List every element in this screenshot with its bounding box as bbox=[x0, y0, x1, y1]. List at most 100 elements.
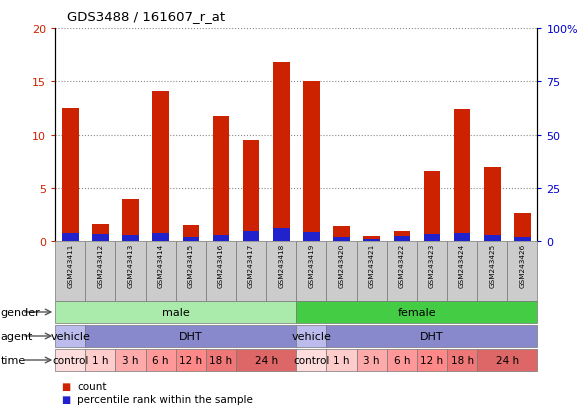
Text: GSM243422: GSM243422 bbox=[399, 243, 405, 287]
Bar bbox=[296, 325, 327, 347]
Text: GSM243413: GSM243413 bbox=[128, 243, 134, 287]
Bar bbox=[176, 242, 206, 301]
Text: 6 h: 6 h bbox=[393, 355, 410, 365]
Bar bbox=[176, 349, 206, 371]
Bar bbox=[243, 140, 259, 242]
Bar bbox=[327, 325, 537, 347]
Text: GDS3488 / 161607_r_at: GDS3488 / 161607_r_at bbox=[67, 10, 225, 23]
Text: female: female bbox=[397, 307, 436, 317]
Bar bbox=[363, 236, 380, 242]
Text: GSM243420: GSM243420 bbox=[339, 243, 345, 287]
Bar bbox=[266, 242, 296, 301]
Text: 18 h: 18 h bbox=[209, 355, 232, 365]
Text: GSM243423: GSM243423 bbox=[429, 243, 435, 287]
Text: GSM243417: GSM243417 bbox=[248, 243, 254, 287]
Text: GSM243419: GSM243419 bbox=[309, 243, 314, 287]
Bar bbox=[363, 239, 380, 242]
Bar bbox=[447, 349, 477, 371]
Text: control: control bbox=[52, 355, 88, 365]
Bar bbox=[62, 109, 78, 242]
Text: GSM243418: GSM243418 bbox=[278, 243, 284, 287]
Bar bbox=[327, 349, 357, 371]
Bar bbox=[85, 325, 296, 347]
Text: GSM243416: GSM243416 bbox=[218, 243, 224, 287]
Bar bbox=[296, 301, 537, 323]
Text: GSM243421: GSM243421 bbox=[369, 243, 375, 287]
Bar bbox=[484, 167, 500, 242]
Bar bbox=[333, 227, 350, 242]
Bar bbox=[393, 231, 410, 242]
Text: 6 h: 6 h bbox=[152, 355, 169, 365]
Text: GSM243412: GSM243412 bbox=[98, 243, 103, 287]
Bar bbox=[477, 242, 507, 301]
Bar bbox=[484, 235, 500, 242]
Bar bbox=[116, 242, 146, 301]
Bar bbox=[213, 117, 229, 242]
Bar bbox=[182, 237, 199, 242]
Text: GSM243425: GSM243425 bbox=[489, 243, 495, 287]
Text: GSM243424: GSM243424 bbox=[459, 243, 465, 287]
Bar bbox=[152, 92, 169, 242]
Bar bbox=[303, 82, 320, 242]
Bar bbox=[296, 349, 327, 371]
Text: time: time bbox=[1, 355, 26, 365]
Bar bbox=[327, 242, 357, 301]
Bar bbox=[514, 237, 530, 242]
Bar bbox=[55, 325, 85, 347]
Bar bbox=[447, 242, 477, 301]
Bar bbox=[333, 237, 350, 242]
Bar bbox=[454, 110, 471, 242]
Bar bbox=[303, 232, 320, 242]
Text: vehicle: vehicle bbox=[51, 331, 90, 341]
Bar bbox=[62, 233, 78, 242]
Bar bbox=[296, 242, 327, 301]
Bar bbox=[55, 301, 296, 323]
Text: 24 h: 24 h bbox=[496, 355, 519, 365]
Text: 12 h: 12 h bbox=[421, 355, 443, 365]
Bar bbox=[424, 171, 440, 242]
Text: ■: ■ bbox=[61, 394, 70, 404]
Bar bbox=[454, 233, 471, 242]
Bar bbox=[55, 349, 85, 371]
Text: GSM243426: GSM243426 bbox=[519, 243, 525, 287]
Bar bbox=[182, 225, 199, 242]
Bar bbox=[273, 229, 289, 242]
Bar bbox=[387, 242, 417, 301]
Bar bbox=[357, 349, 387, 371]
Bar bbox=[85, 349, 116, 371]
Bar bbox=[92, 234, 109, 242]
Bar bbox=[357, 242, 387, 301]
Bar bbox=[85, 242, 116, 301]
Bar bbox=[92, 225, 109, 242]
Text: GSM243411: GSM243411 bbox=[67, 243, 73, 287]
Text: vehicle: vehicle bbox=[292, 331, 331, 341]
Bar bbox=[393, 236, 410, 242]
Text: agent: agent bbox=[1, 331, 33, 341]
Text: male: male bbox=[162, 307, 189, 317]
Text: ■: ■ bbox=[61, 381, 70, 391]
Text: DHT: DHT bbox=[420, 331, 444, 341]
Bar bbox=[152, 233, 169, 242]
Bar bbox=[417, 242, 447, 301]
Text: count: count bbox=[77, 381, 107, 391]
Bar bbox=[116, 349, 146, 371]
Bar bbox=[477, 349, 537, 371]
Text: 18 h: 18 h bbox=[450, 355, 474, 365]
Text: 12 h: 12 h bbox=[180, 355, 202, 365]
Bar bbox=[514, 214, 530, 242]
Bar bbox=[417, 349, 447, 371]
Text: control: control bbox=[293, 355, 329, 365]
Bar bbox=[122, 199, 139, 242]
Bar bbox=[387, 349, 417, 371]
Text: 3 h: 3 h bbox=[122, 355, 139, 365]
Bar bbox=[146, 242, 176, 301]
Text: 24 h: 24 h bbox=[254, 355, 278, 365]
Bar bbox=[213, 236, 229, 242]
Bar bbox=[273, 63, 289, 242]
Text: percentile rank within the sample: percentile rank within the sample bbox=[77, 394, 253, 404]
Text: gender: gender bbox=[1, 307, 40, 317]
Bar bbox=[206, 349, 236, 371]
Bar bbox=[146, 349, 176, 371]
Text: DHT: DHT bbox=[179, 331, 203, 341]
Text: 1 h: 1 h bbox=[92, 355, 109, 365]
